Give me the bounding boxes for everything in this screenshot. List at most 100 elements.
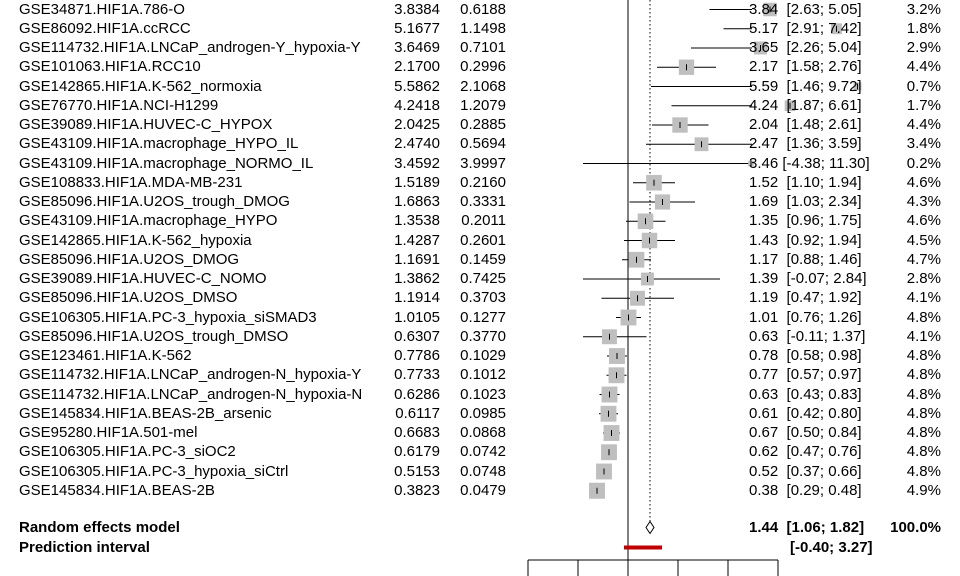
study-label: GSE34871.HIF1A.786-O — [19, 0, 185, 18]
study-se: 0.0742 — [460, 443, 506, 461]
study-weight: 4.1% — [906, 289, 941, 307]
study-ci: 3.84 [2.63; 5.05] — [749, 0, 862, 18]
study-ci: 4.24 [1.87; 6.61] — [749, 96, 862, 114]
study-weight: 4.1% — [906, 327, 941, 345]
study-label: GSE108833.HIF1A.MDA-MB-231 — [19, 173, 243, 191]
study-label: GSE114732.HIF1A.LNCaP_androgen-N_hypoxia… — [19, 385, 363, 403]
study-se: 1.2079 — [460, 96, 506, 114]
study-label: GSE85096.HIF1A.U2OS_trough_DMSO — [19, 327, 289, 345]
study-weight: 4.4% — [906, 58, 941, 76]
study-te: 0.7733 — [394, 366, 440, 384]
study-label: GSE43109.HIF1A.macrophage_NORMO_IL — [19, 154, 314, 172]
study-ci: 5.59 [1.46; 9.72] — [749, 77, 862, 95]
study-se: 0.2160 — [460, 173, 506, 191]
study-label: GSE43109.HIF1A.macrophage_HYPO_IL — [19, 135, 299, 153]
study-se: 0.0868 — [460, 424, 506, 441]
study-label: GSE76770.HIF1A.NCI-H1299 — [19, 96, 219, 114]
study-label: GSE85096.HIF1A.U2OS_DMSO — [19, 289, 238, 307]
study-te: 1.3538 — [394, 212, 440, 230]
study-se: 0.6188 — [460, 0, 506, 18]
study-ci: 0.62 [0.47; 0.76] — [749, 443, 862, 461]
study-te: 1.1914 — [394, 289, 440, 307]
study-label: GSE142865.HIF1A.K-562_hypoxia — [19, 231, 252, 249]
study-te: 5.5862 — [394, 77, 440, 95]
study-label: GSE142865.HIF1A.K-562_normoxia — [19, 77, 262, 95]
study-label: GSE145834.HIF1A.BEAS-2B_arsenic — [19, 404, 272, 422]
study-te: 1.4287 — [394, 231, 440, 249]
study-label: GSE106305.HIF1A.PC-3_siOC2 — [19, 443, 236, 461]
study-te: 2.4740 — [394, 135, 440, 153]
study-te: 3.4592 — [394, 154, 440, 172]
study-se: 0.2601 — [460, 231, 506, 249]
study-se: 0.2996 — [460, 58, 506, 76]
study-label: GSE114732.HIF1A.LNCaP_androgen-N_hypoxia… — [19, 366, 362, 384]
study-se: 2.1068 — [460, 77, 506, 95]
study-ci: 5.17 [2.91; 7.42] — [749, 19, 862, 37]
study-ci: 1.17 [0.88; 1.46] — [749, 250, 862, 268]
study-ci: 0.77 [0.57; 0.97] — [749, 366, 862, 384]
study-te: 1.6863 — [394, 193, 440, 210]
study-te: 1.1691 — [394, 250, 440, 268]
study-label: GSE95280.HIF1A.501-mel — [19, 424, 198, 441]
study-se: 0.5694 — [460, 135, 506, 153]
study-ci: 0.63 [-0.11; 1.37] — [749, 327, 866, 345]
study-ci: 1.52 [1.10; 1.94] — [749, 173, 862, 191]
study-se: 0.0479 — [460, 481, 506, 499]
study-label: GSE39089.HIF1A.HUVEC-C_HYPOX — [19, 116, 273, 133]
study-ci: 1.35 [0.96; 1.75] — [749, 212, 862, 230]
study-weight: 4.8% — [906, 443, 941, 461]
prediction-interval-ci: [-0.40; 3.27] — [790, 538, 873, 556]
study-weight: 4.4% — [906, 116, 941, 133]
study-te: 1.0105 — [394, 308, 440, 326]
study-se: 0.1012 — [460, 366, 506, 384]
study-te: 2.1700 — [394, 58, 440, 76]
study-ci: 3.46 [-4.38; 11.30] — [749, 154, 870, 172]
study-se: 0.0985 — [460, 404, 506, 422]
study-label: GSE145834.HIF1A.BEAS-2B — [19, 481, 215, 499]
study-ci: 0.67 [0.50; 0.84] — [749, 424, 862, 441]
study-ci: 1.01 [0.76; 1.26] — [749, 308, 862, 326]
study-te: 0.6307 — [394, 327, 440, 345]
study-weight: 0.7% — [906, 77, 941, 95]
study-weight: 3.2% — [906, 0, 941, 18]
study-label: GSE106305.HIF1A.PC-3_hypoxia_siCtrl — [19, 462, 289, 480]
study-te: 0.3823 — [394, 481, 440, 499]
study-weight: 4.5% — [906, 231, 941, 249]
study-label: GSE85096.HIF1A.U2OS_DMOG — [19, 250, 240, 268]
study-label: GSE101063.HIF1A.RCC10 — [19, 58, 201, 76]
study-se: 0.1029 — [460, 347, 506, 364]
study-ci: 2.04 [1.48; 2.61] — [749, 116, 862, 133]
random-effects-label: Random effects model — [19, 518, 180, 536]
study-weight: 4.8% — [906, 308, 941, 326]
study-te: 0.5153 — [394, 462, 440, 480]
study-weight: 4.9% — [906, 481, 941, 499]
study-label: GSE123461.HIF1A.K-562 — [19, 347, 192, 364]
study-te: 2.0425 — [394, 116, 440, 133]
study-se: 0.3703 — [460, 289, 506, 307]
study-te: 4.2418 — [394, 96, 440, 114]
study-ci: 0.38 [0.29; 0.48] — [749, 481, 862, 499]
study-weight: 1.7% — [906, 96, 941, 114]
study-ci: 1.39 [-0.07; 2.84] — [749, 270, 867, 287]
study-te: 3.8384 — [394, 0, 440, 18]
study-ci: 1.19 [0.47; 1.92] — [749, 289, 862, 307]
study-ci: 1.43 [0.92; 1.94] — [749, 231, 862, 249]
study-se: 0.3770 — [460, 327, 506, 345]
study-weight: 4.8% — [906, 404, 941, 422]
study-se: 0.1459 — [460, 250, 506, 268]
study-weight: 0.2% — [906, 154, 941, 172]
study-weight: 2.9% — [906, 39, 941, 56]
study-weight: 4.8% — [906, 385, 941, 403]
study-te: 0.7786 — [394, 347, 440, 364]
study-se: 0.3331 — [460, 193, 506, 210]
study-label: GSE85096.HIF1A.U2OS_trough_DMOG — [19, 193, 290, 210]
study-se: 0.1277 — [460, 308, 506, 326]
study-se: 1.1498 — [460, 19, 506, 37]
prediction-interval-bar — [624, 545, 662, 550]
study-weight: 4.7% — [906, 250, 941, 268]
prediction-interval-label: Prediction interval — [19, 538, 150, 556]
study-weight: 4.8% — [906, 347, 941, 364]
study-label: GSE114732.HIF1A.LNCaP_androgen-Y_hypoxia… — [19, 39, 361, 56]
study-ci: 0.52 [0.37; 0.66] — [749, 462, 862, 480]
